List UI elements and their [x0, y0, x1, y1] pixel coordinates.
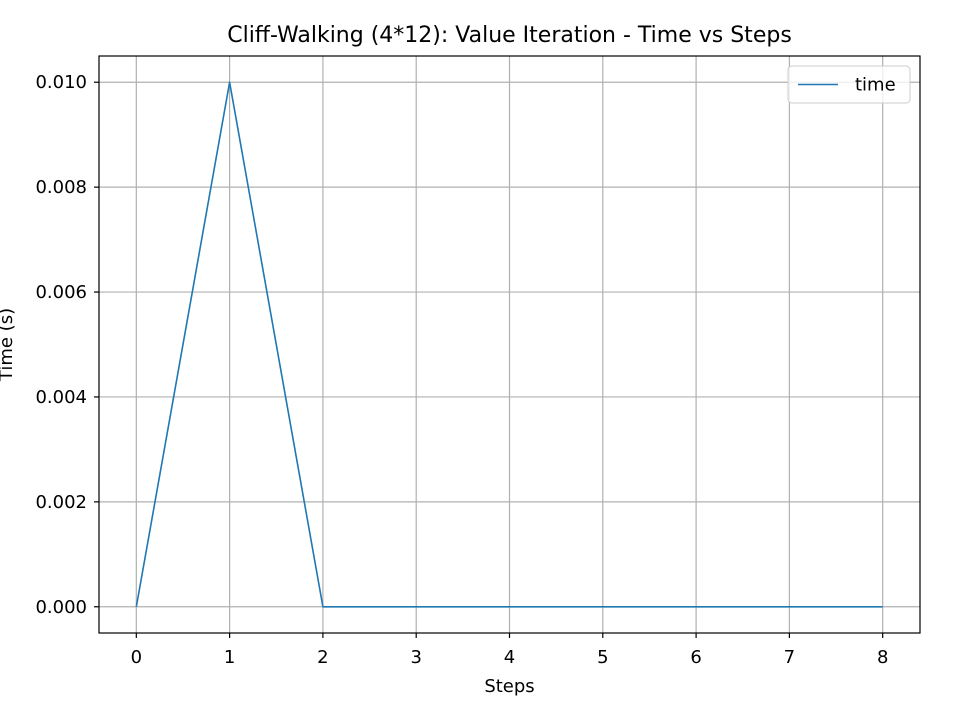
legend: time: [787, 65, 911, 104]
chart-title: Cliff-Walking (4*12): Value Iteration - …: [227, 23, 792, 48]
y-tick-label: 0.006: [35, 282, 87, 303]
y-tick-label: 0.004: [35, 387, 87, 408]
x-tick-label: 1: [224, 647, 235, 668]
series-lines: [135, 81, 883, 608]
ticks: 0 1 2 3 4 5 6 7 8 0.000 0.002 0.004 0.006 0.008 0.010: [35, 72, 888, 668]
x-tick-label: 5: [597, 647, 608, 668]
legend-label-time: time: [855, 75, 896, 96]
y-tick-label: 0.000: [35, 597, 87, 618]
y-tick-label: 0.008: [35, 177, 87, 198]
x-tick-label: 2: [317, 647, 328, 668]
x-axis-label: Steps: [484, 676, 534, 697]
series-line-time: [135, 81, 883, 608]
y-tick-label: 0.010: [35, 72, 87, 93]
x-tick-label: 6: [690, 647, 701, 668]
y-axis-label: Time (s): [0, 308, 17, 382]
legend-box: [787, 65, 911, 104]
x-tick-label: 3: [410, 647, 421, 668]
x-tick-label: 4: [504, 647, 515, 668]
x-tick-label: 8: [877, 647, 888, 668]
grid: [99, 56, 920, 633]
x-tick-label: 0: [131, 647, 142, 668]
x-tick-label: 7: [784, 647, 795, 668]
y-tick-label: 0.002: [35, 492, 87, 513]
